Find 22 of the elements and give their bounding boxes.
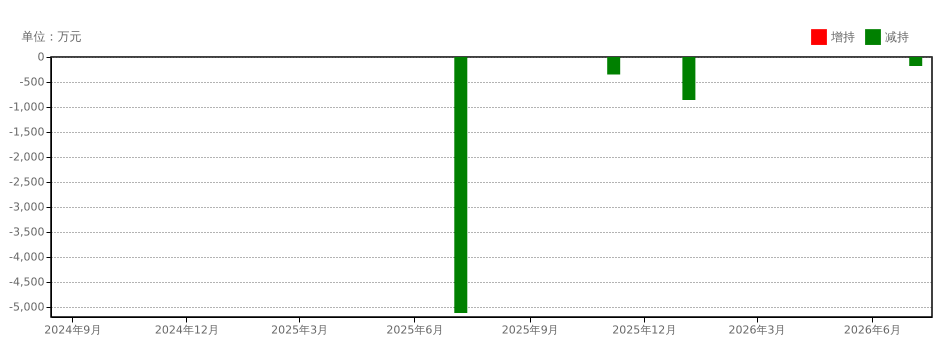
y-tick-label: -3,000: [9, 200, 44, 214]
y-axis-title: 单位：万元: [22, 30, 82, 44]
x-tick-label: 2025年9月: [502, 324, 559, 336]
x-tick-label: 2025年12月: [612, 324, 676, 336]
y-tick-label: -2,500: [9, 176, 44, 188]
y-tick-label: -1,500: [9, 126, 44, 138]
legend-label: 增持: [830, 30, 855, 44]
x-tick-label: 2024年9月: [44, 324, 102, 336]
x-tick-label: 2024年12月: [154, 324, 219, 336]
y-tick-label: -3,500: [9, 226, 44, 238]
x-tick-label: 2026年3月: [728, 324, 786, 336]
y-tick-label: -1,000: [9, 100, 44, 114]
x-tick-label: 2026年6月: [844, 324, 901, 336]
y-tick-label: -5,000: [9, 300, 44, 314]
legend-label: 减持: [885, 30, 909, 44]
y-tick-label: -2,000: [9, 150, 44, 164]
x-tick-label: 2025年3月: [271, 324, 328, 336]
y-tick-label: -4,000: [9, 250, 44, 264]
y-tick-label: -4,500: [9, 276, 44, 288]
y-tick-label: -500: [20, 76, 44, 88]
y-tick-label: 0: [38, 50, 44, 64]
x-tick-label: 2025年6月: [386, 324, 444, 336]
